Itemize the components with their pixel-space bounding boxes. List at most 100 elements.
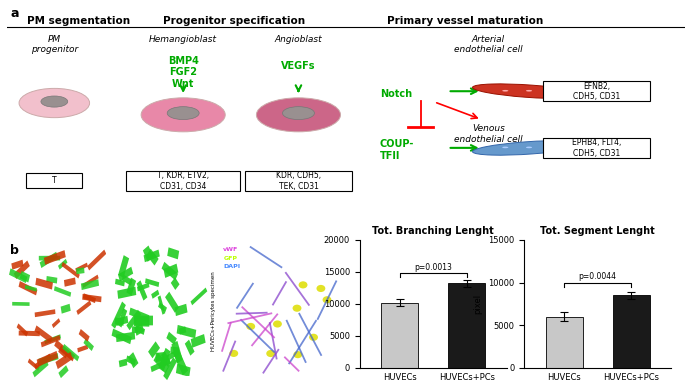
Polygon shape [171,341,183,363]
Text: EFNB2,
CDH5, CD31: EFNB2, CDH5, CD31 [573,82,621,101]
Polygon shape [179,326,186,335]
Polygon shape [84,338,94,351]
Polygon shape [34,325,53,343]
Ellipse shape [293,351,302,358]
Polygon shape [75,263,88,272]
Polygon shape [119,359,127,367]
Text: Progenitor specification: Progenitor specification [163,15,305,26]
Polygon shape [166,332,177,345]
Text: VEGFs: VEGFs [282,60,316,70]
Polygon shape [39,256,60,260]
Polygon shape [190,288,208,305]
Polygon shape [143,245,153,262]
Text: EPHB4, FLT4,
CDH5, CD31: EPHB4, FLT4, CDH5, CD31 [572,138,621,158]
Polygon shape [44,250,66,265]
Polygon shape [18,330,40,336]
Polygon shape [82,275,99,288]
Text: p=0.0044: p=0.0044 [579,272,616,281]
Text: Angioblast: Angioblast [275,34,322,44]
Ellipse shape [292,305,301,312]
Polygon shape [87,250,106,271]
Ellipse shape [41,96,68,107]
Polygon shape [145,278,159,287]
Polygon shape [165,292,179,313]
Polygon shape [25,285,37,291]
Polygon shape [173,349,188,375]
Polygon shape [164,264,178,278]
Ellipse shape [309,334,318,341]
Polygon shape [83,293,96,303]
Polygon shape [117,287,136,299]
Polygon shape [52,318,60,328]
Y-axis label: pixel: pixel [473,294,482,314]
Text: b: b [10,244,18,257]
Polygon shape [54,340,75,361]
Text: p=0.0013: p=0.0013 [414,264,452,272]
Ellipse shape [167,107,199,120]
Polygon shape [167,247,179,259]
Polygon shape [45,334,61,344]
Polygon shape [58,345,68,358]
Polygon shape [177,325,197,338]
Text: Venous
endothelial cell: Venous endothelial cell [454,124,523,144]
Polygon shape [40,252,58,268]
Polygon shape [55,352,73,369]
Polygon shape [35,309,55,317]
Ellipse shape [273,320,282,327]
Polygon shape [114,317,124,326]
Polygon shape [151,358,171,372]
Polygon shape [14,260,30,279]
Polygon shape [12,260,23,270]
Ellipse shape [526,147,532,148]
Polygon shape [36,278,53,289]
Polygon shape [127,310,141,330]
Polygon shape [118,267,133,281]
Text: GFP: GFP [223,256,238,261]
Ellipse shape [526,90,532,92]
Polygon shape [40,335,60,348]
Polygon shape [112,329,132,344]
Polygon shape [153,353,170,373]
Polygon shape [76,267,84,274]
Polygon shape [135,325,145,335]
Text: Arterial
endothelial cell: Arterial endothelial cell [454,34,523,54]
Ellipse shape [473,84,586,99]
Polygon shape [77,345,88,353]
Polygon shape [82,294,101,302]
Ellipse shape [549,90,556,92]
Polygon shape [126,355,136,365]
Polygon shape [134,323,145,336]
Ellipse shape [316,285,325,292]
Text: PM segmentation: PM segmentation [27,15,130,26]
Polygon shape [20,271,30,283]
Polygon shape [12,302,29,306]
Polygon shape [129,308,149,322]
Polygon shape [155,352,164,362]
Polygon shape [185,340,195,356]
Polygon shape [79,329,90,342]
Polygon shape [175,304,188,316]
Polygon shape [126,277,136,296]
FancyBboxPatch shape [245,171,352,191]
Polygon shape [118,308,127,327]
Polygon shape [162,262,178,281]
FancyBboxPatch shape [26,173,82,188]
Polygon shape [158,348,171,372]
Ellipse shape [256,98,340,132]
Polygon shape [28,358,40,371]
Text: a: a [10,7,18,21]
Polygon shape [47,276,58,284]
Polygon shape [128,352,138,368]
Bar [546,317,583,368]
Text: COUP-
TFII: COUP- TFII [379,139,414,161]
Title: Tot. Segment Lenght: Tot. Segment Lenght [540,226,655,236]
Polygon shape [176,364,190,377]
Ellipse shape [141,98,225,132]
Ellipse shape [282,107,314,120]
Polygon shape [9,268,27,283]
Ellipse shape [549,147,556,148]
Polygon shape [16,324,28,336]
Bar [612,295,649,368]
FancyBboxPatch shape [126,171,240,191]
Polygon shape [122,274,133,286]
